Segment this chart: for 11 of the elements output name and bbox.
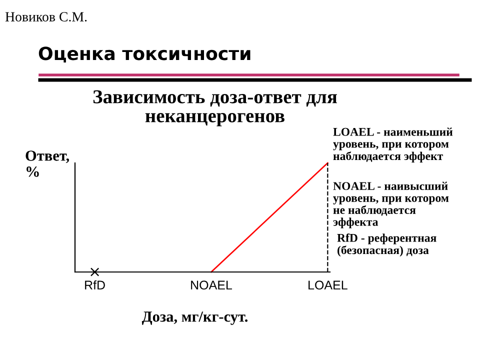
x-tick-label: RfD [85, 280, 105, 290]
chart-subtitle: Зависимость доза-ответ для неканцерогенов [93, 90, 337, 126]
x-tick-label: NOAEL [191, 280, 232, 290]
y-axis-title: Ответ, % [26, 150, 70, 177]
text: Новиков С.М. [5, 12, 87, 22]
text: RfD - референтная (безопасная) доза [337, 233, 436, 257]
chart-title: Оценка токсичности [38, 46, 250, 62]
x-axis-title: Доза, мг/кг-сут. [142, 312, 248, 325]
text: LOAEL - наименьший уровень, при котором наблюдается эффект [333, 128, 453, 162]
text: NOAEL - наивысший уровень, при котором не наблюдается эффекта [333, 182, 449, 228]
x-tick-label: LOAEL [308, 280, 348, 290]
